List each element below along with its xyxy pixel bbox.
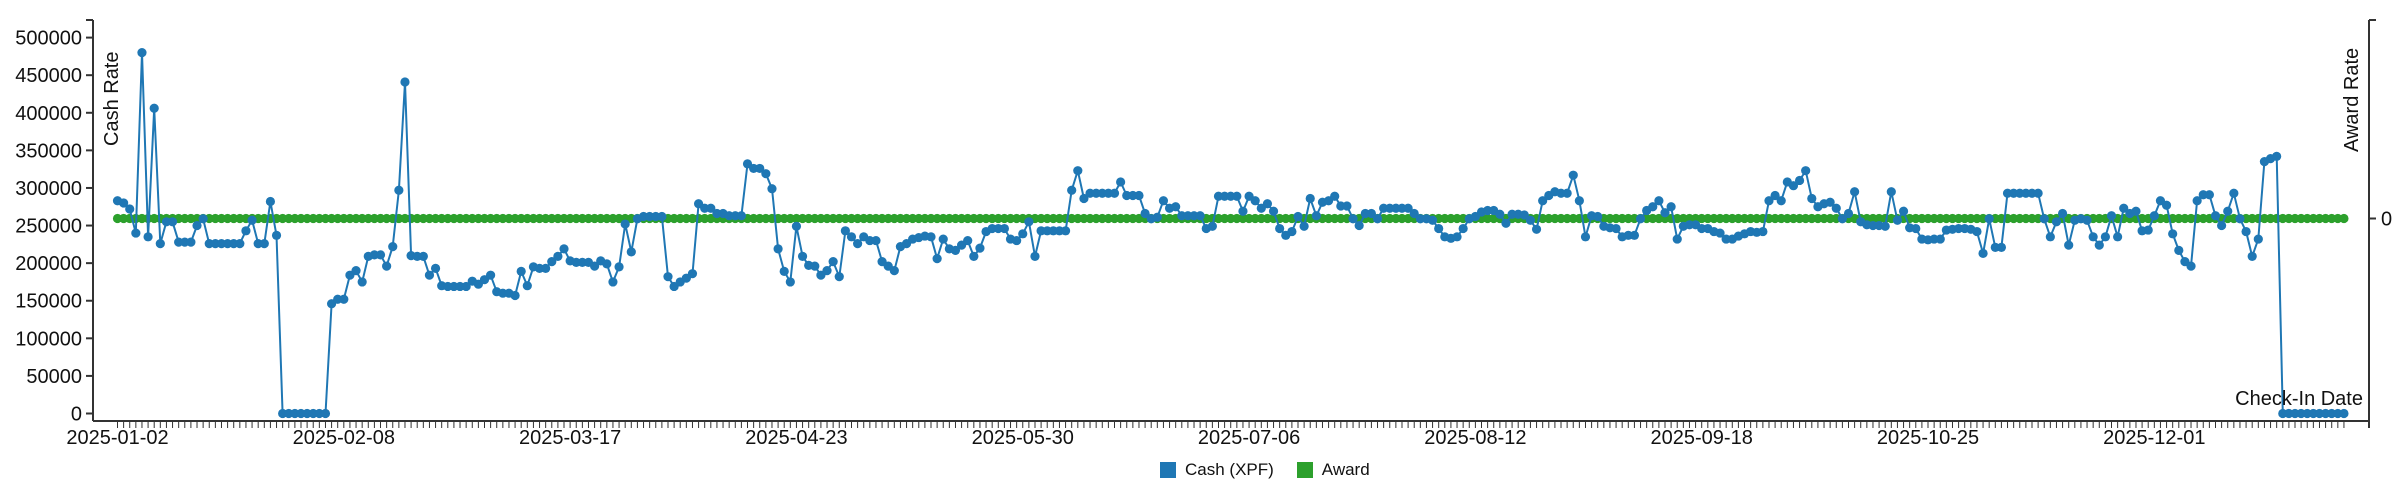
y-left-tick-label: 250000 [15, 216, 82, 238]
x-axis-title: Check-In Date [2235, 388, 2363, 410]
x-tick-label: 2025-04-23 [745, 427, 847, 449]
legend-swatch-award [1296, 462, 1313, 478]
x-tick-label: 2025-03-17 [519, 427, 621, 449]
y-left-tick-label: 450000 [15, 65, 82, 87]
axes: 0 50000 100000 150000 200000 250000 300000 3500… [15, 19, 2392, 449]
legend-label-cash: Cash (XPF) [1185, 460, 1274, 479]
y-left-tick-label: 50000 [26, 366, 82, 388]
y-left-tick-label: 150000 [15, 291, 82, 313]
award-series [112, 213, 2349, 224]
x-tick-label: 2025-09-18 [1651, 427, 1753, 449]
x-tick-label: 2025-08-12 [1424, 427, 1526, 449]
cash-series [112, 48, 2349, 419]
y-left-tick-label: 200000 [15, 253, 82, 275]
y-left-tick-label: 0 [71, 404, 82, 426]
y-left-tick-label: 500000 [15, 28, 82, 50]
legend: Cash (XPF) Award [1160, 460, 1384, 480]
x-tick-label: 2025-10-25 [1877, 427, 1979, 449]
y-axis-title-right: Award Rate [2341, 47, 2363, 152]
y-left-tick-label: 400000 [15, 103, 82, 125]
y-left-tick-label: 300000 [15, 178, 82, 200]
x-tick-label: 2025-07-06 [1198, 427, 1300, 449]
y-right-tick-label: 0 [2381, 209, 2392, 231]
x-tick-label: 2025-02-08 [293, 427, 395, 449]
x-tick-label: 2025-12-01 [2103, 427, 2205, 449]
x-tick-label: 2025-01-02 [66, 427, 168, 449]
y-axis-title-left: Cash Rate [101, 51, 123, 147]
legend-swatch-cash [1160, 462, 1176, 478]
y-left-tick-label: 100000 [15, 328, 82, 350]
legend-label-award: Award [1321, 460, 1370, 479]
x-tick-label: 2025-05-30 [972, 427, 1074, 449]
y-left-tick-label: 350000 [15, 140, 82, 162]
